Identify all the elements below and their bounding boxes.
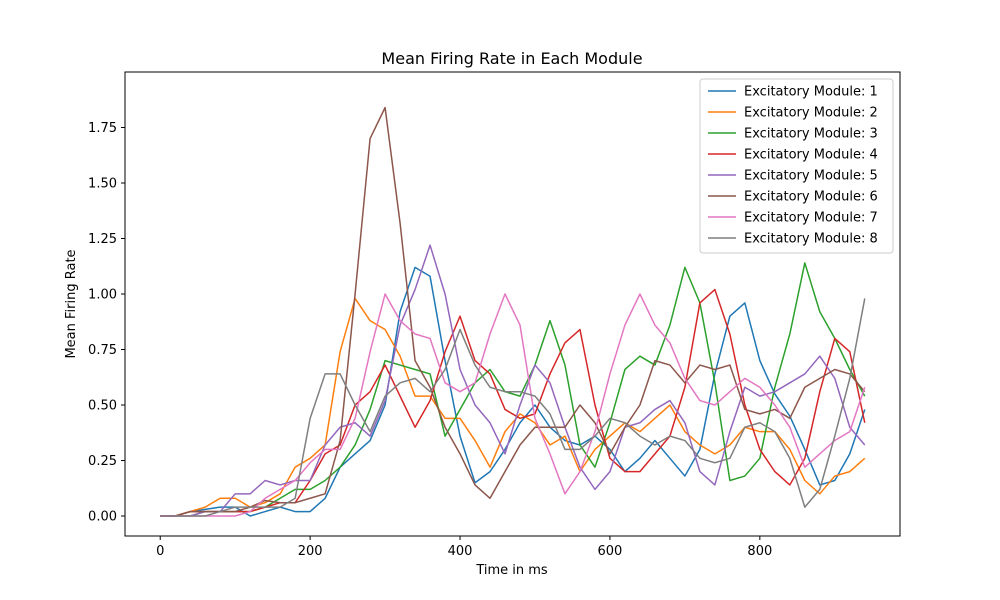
series-line-6 [160,106,866,517]
x-tick-label: 0 [156,544,164,559]
series-line-8 [160,298,866,517]
y-tick-label: 1.25 [88,232,117,247]
legend-label: Excitatory Module: 8 [744,232,878,247]
x-tick-label: 200 [298,544,323,559]
chart-title: Mean Firing Rate in Each Module [381,49,642,68]
series-line-2 [160,297,866,517]
y-axis: 0.00 0.25 0.50 0.75 1.00 1.25 1.50 1.75 [88,121,125,525]
y-tick-label: 1.00 [88,288,117,303]
x-tick-label: 600 [598,544,623,559]
y-tick-label: 0.75 [88,343,117,358]
series-layer [160,106,866,517]
y-tick-label: 1.50 [88,177,117,192]
y-tick-label: 0.50 [88,399,117,414]
legend-label: Excitatory Module: 3 [744,127,878,142]
legend-label: Excitatory Module: 6 [744,190,878,205]
plot-frame [124,71,901,537]
y-axis-label: Mean Firing Rate [64,249,79,358]
x-tick-label: 400 [448,544,473,559]
y-tick-label: 0.25 [88,454,117,469]
legend-label: Excitatory Module: 2 [744,106,878,121]
legend-label: Excitatory Module: 7 [744,211,878,226]
legend-label: Excitatory Module: 1 [744,85,878,100]
series-line-4 [160,288,866,517]
legend-box [699,78,894,254]
x-axis-label: Time in ms [475,563,548,578]
legend-label: Excitatory Module: 4 [744,148,878,163]
y-tick-label: 0.00 [88,510,117,525]
y-tick-label: 1.75 [88,121,117,136]
legend-label: Excitatory Module: 5 [744,169,878,184]
x-axis: 0 200 400 600 800 [156,536,772,559]
series-line-3 [160,262,866,517]
series-line-7 [160,293,866,517]
x-tick-label: 800 [747,544,772,559]
legend: Excitatory Module: 1 Excitatory Module: 2… [699,78,894,254]
series-line-5 [160,244,866,517]
